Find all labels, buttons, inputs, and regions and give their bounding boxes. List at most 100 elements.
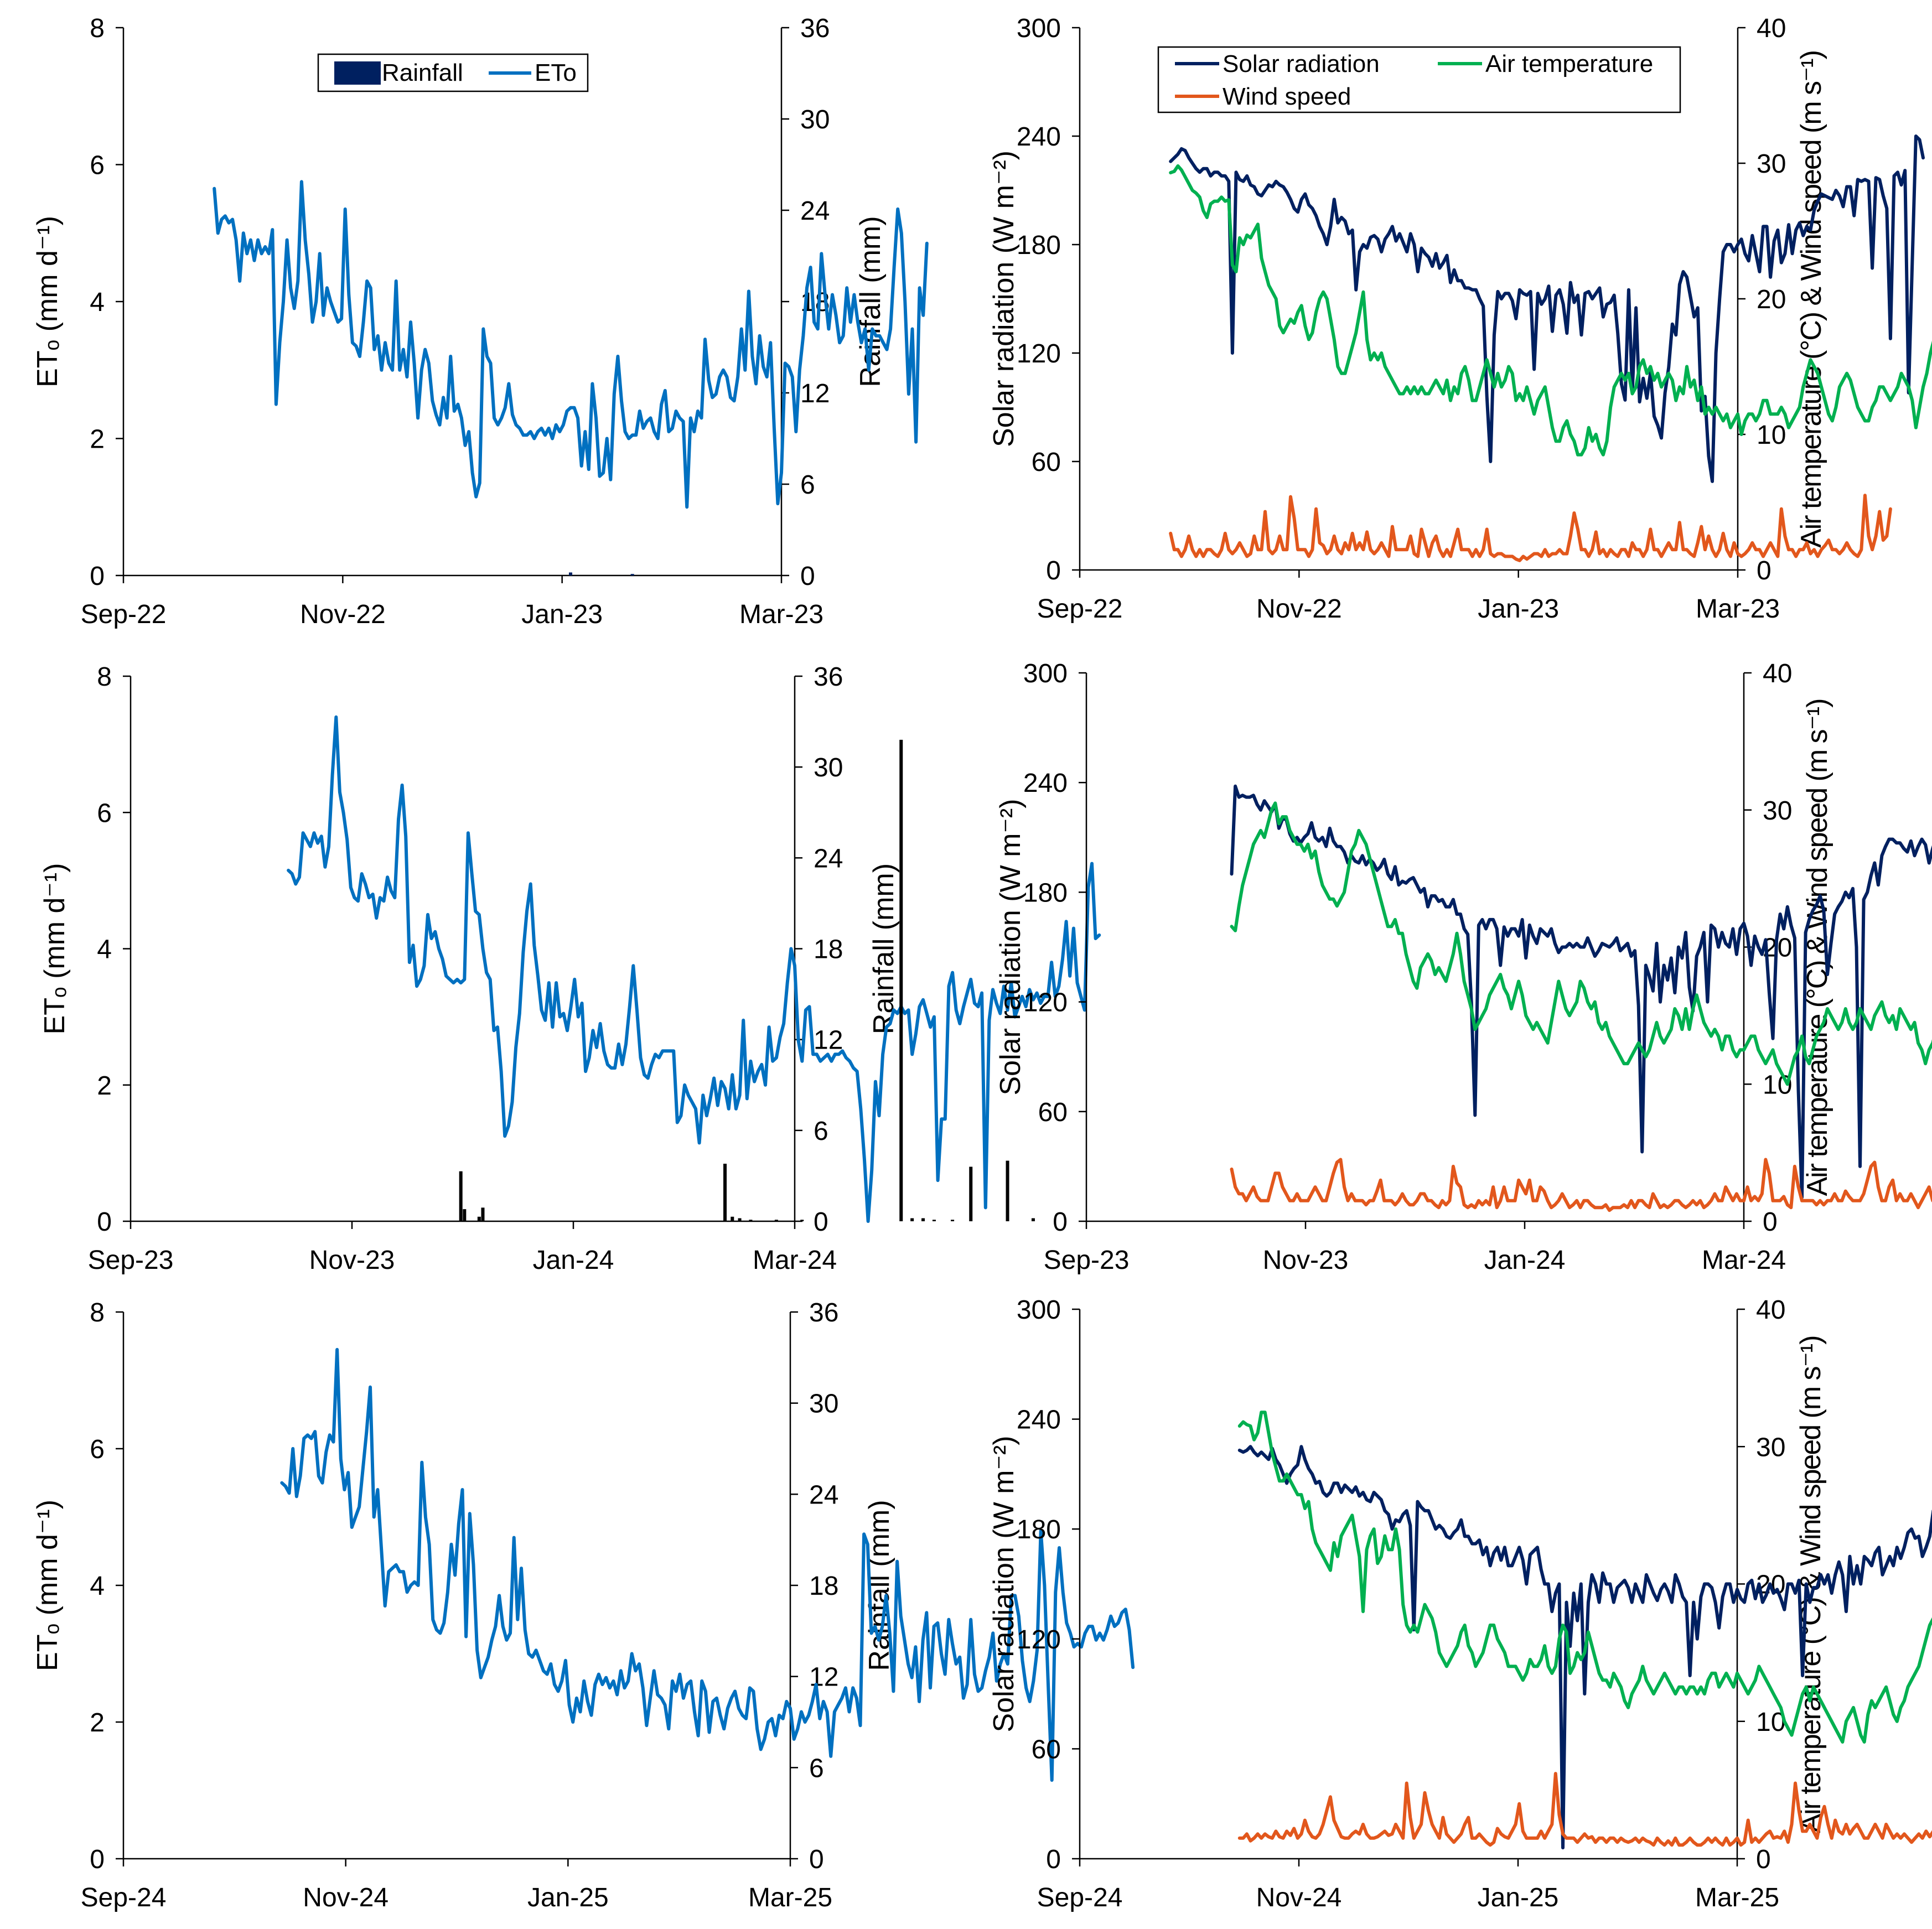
x-tick-label: Mar-25 [748, 1883, 832, 1912]
series-line-air-temperature [1230, 801, 1932, 1086]
legend-label-air-temperature: Air temperature [1485, 50, 1653, 77]
x-tick-label: Jan-24 [533, 1246, 614, 1275]
right-tick-label: 6 [814, 1117, 828, 1146]
right-tick-label: 36 [800, 14, 830, 43]
right-tick-label: 20 [1757, 285, 1786, 314]
x-tick-label: Jan-25 [527, 1883, 609, 1912]
legend-label-solar-radiation: Solar radiation [1223, 50, 1380, 77]
right-tick-label: 36 [809, 1298, 838, 1328]
left-tick-label: 120 [1023, 988, 1068, 1018]
rainfall-bar [749, 1220, 753, 1221]
left-tick-label: 60 [1038, 1098, 1068, 1127]
x-tick-label: Nov-24 [1256, 1883, 1342, 1912]
rainfall-bar [774, 1220, 778, 1221]
left-axis-title: ETₒ (mm d⁻¹) [32, 216, 64, 387]
rainfall-bar [723, 1164, 727, 1221]
rainfall-bar [630, 574, 634, 575]
rainfall-bar [910, 1218, 914, 1221]
left-tick-label: 2 [90, 425, 105, 454]
legend-label-eto: ETo [535, 59, 577, 86]
legend-label-rainfall: Rainfall [382, 59, 463, 86]
left-axis-title: Solar radiation (W m⁻²) [988, 151, 1020, 447]
x-tick-label: Mar-23 [1696, 594, 1780, 624]
left-tick-label: 180 [1023, 878, 1068, 908]
left-tick-label: 240 [1017, 122, 1061, 152]
x-tick-label: Jan-23 [1478, 594, 1559, 624]
left-tick-label: 120 [1017, 1625, 1061, 1655]
left-tick-label: 8 [90, 14, 105, 43]
series-line-air-temperature [1237, 1411, 1932, 1744]
x-tick-label: Nov-23 [1263, 1246, 1349, 1275]
left-tick-label: 180 [1017, 231, 1061, 260]
rainfall-bar [1031, 1218, 1035, 1221]
rainfall-bar [481, 1207, 485, 1221]
x-tick-label: Sep-22 [81, 600, 167, 629]
x-tick-label: Nov-22 [300, 600, 386, 629]
right-tick-label: 30 [814, 753, 843, 782]
left-tick-label: 0 [90, 1845, 105, 1874]
left-tick-label: 0 [90, 562, 105, 591]
left-axis-title: ETₒ (mm d⁻¹) [32, 1500, 64, 1671]
left-tick-label: 180 [1017, 1515, 1061, 1544]
left-tick-label: 240 [1023, 769, 1068, 798]
rainfall-bar [731, 1216, 734, 1221]
series-line-solar-radiation [1237, 1445, 1932, 1850]
left-tick-label: 4 [90, 288, 105, 317]
left-tick-label: 0 [1053, 1207, 1068, 1237]
chart-weather-2022: 0 60 120 180 240 300 0 10 20 30 40 Sep-22 Nov-22 Jan-… [988, 14, 1932, 624]
right-tick-label: 0 [1763, 1207, 1778, 1237]
left-tick-label: 60 [1032, 1735, 1061, 1764]
x-tick-label: Sep-23 [1044, 1246, 1130, 1275]
right-tick-label: 0 [800, 562, 815, 591]
left-tick-label: 0 [1046, 1845, 1061, 1874]
right-tick-label: 12 [809, 1663, 838, 1692]
left-tick-label: 8 [90, 1298, 105, 1328]
left-tick-label: 8 [97, 662, 112, 692]
left-tick-label: 0 [1046, 556, 1061, 585]
left-tick-label: 6 [97, 798, 112, 828]
left-tick-label: 300 [1023, 659, 1068, 688]
rainfall-bar [969, 1166, 973, 1221]
rainfall-bar [568, 572, 572, 575]
x-tick-label: Sep-22 [1037, 594, 1123, 624]
right-tick-label: 0 [1757, 556, 1772, 585]
right-tick-label: 10 [1757, 421, 1786, 450]
right-tick-label: 40 [1763, 659, 1792, 688]
rainfall-bar [932, 1220, 936, 1221]
left-tick-label: 120 [1017, 339, 1061, 369]
left-tick-label: 2 [90, 1708, 105, 1738]
right-tick-label: 0 [814, 1207, 828, 1237]
right-axis-title: Rainfall (mm) [868, 863, 900, 1034]
x-tick-label: Nov-23 [309, 1246, 395, 1275]
right-tick-label: 6 [809, 1754, 824, 1783]
right-tick-label: 30 [809, 1389, 838, 1419]
legend-box [1157, 46, 1681, 113]
rainfall-bar [477, 1216, 481, 1221]
x-tick-label: Nov-24 [303, 1883, 389, 1912]
right-tick-label: 30 [1763, 796, 1792, 826]
x-tick-label: Mar-25 [1695, 1883, 1779, 1912]
legend: Solar radiation Air temperature Wind speed [1157, 46, 1681, 113]
series-line-solar-radiation [1230, 784, 1932, 1200]
right-tick-label: 40 [1757, 14, 1786, 43]
left-tick-label: 240 [1017, 1406, 1061, 1435]
right-tick-label: 24 [809, 1480, 838, 1510]
rainfall-bar [459, 1171, 463, 1221]
right-tick-label: 6 [800, 470, 815, 500]
left-tick-label: 60 [1032, 448, 1061, 477]
legend: Rainfall ETo [317, 53, 589, 92]
rainfall-bar [463, 1209, 467, 1221]
left-tick-label: 4 [97, 935, 112, 964]
left-tick-label: 2 [97, 1071, 112, 1101]
series-line-wind-speed [1169, 494, 1892, 562]
series-line-wind-speed [1237, 1772, 1932, 1847]
rainfall-bar [899, 739, 903, 1221]
right-tick-label: 24 [800, 196, 830, 226]
left-tick-label: 6 [90, 151, 105, 180]
right-tick-label: 12 [814, 1026, 843, 1055]
